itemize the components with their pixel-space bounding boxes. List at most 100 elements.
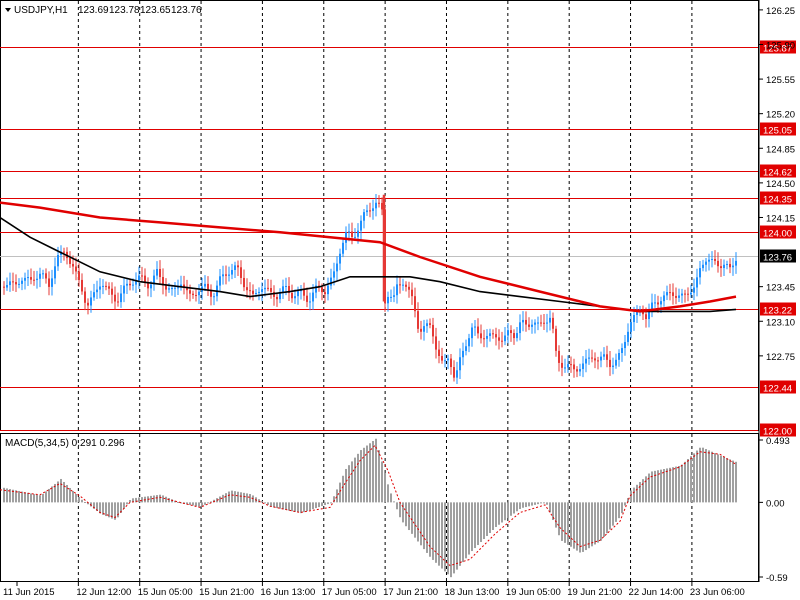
level-label: 124.35 xyxy=(763,195,792,206)
candle-body xyxy=(36,278,38,281)
macd-bar xyxy=(372,441,374,503)
candle-body xyxy=(261,289,263,292)
candle-body xyxy=(360,220,362,231)
level-label: 123.22 xyxy=(763,306,792,317)
x-tick-label: 22 Jun 14:00 xyxy=(629,587,684,598)
macd-bar xyxy=(609,502,611,530)
candle-body xyxy=(387,296,389,304)
macd-bar xyxy=(558,502,560,536)
macd-bar xyxy=(729,459,731,503)
macd-bar xyxy=(528,502,530,507)
candle-body xyxy=(279,292,281,300)
candle-body xyxy=(417,311,419,329)
candle-body xyxy=(579,369,581,372)
macd-bar xyxy=(627,497,629,503)
macd-bar xyxy=(57,481,59,503)
dropdown-arrow-icon[interactable] xyxy=(5,8,11,12)
candle-body xyxy=(21,280,23,284)
candle-body xyxy=(408,286,410,290)
macd-bar xyxy=(69,487,71,503)
macd-bar xyxy=(9,489,11,503)
macd-bar xyxy=(480,502,482,543)
macd-bar xyxy=(546,502,548,505)
macd-bar xyxy=(237,491,239,503)
macd-bar xyxy=(450,502,452,578)
macd-bar xyxy=(696,450,698,503)
macd-bar xyxy=(345,468,347,503)
candle-body xyxy=(207,283,209,291)
macd-bar xyxy=(498,502,500,525)
candle-body xyxy=(456,370,458,378)
macd-bar xyxy=(636,484,638,503)
macd-bar xyxy=(642,479,644,503)
candle-body xyxy=(138,275,140,281)
ma-slow-line xyxy=(0,201,737,313)
candle-body xyxy=(513,333,515,339)
candle-body xyxy=(30,277,32,280)
macd-bar xyxy=(66,484,68,503)
candle-body xyxy=(570,364,572,366)
candle-body xyxy=(567,364,569,368)
candle-body xyxy=(219,276,221,286)
macd-bar xyxy=(669,467,671,503)
x-tick-label: 15 Jun 05:00 xyxy=(138,587,193,598)
candle-body xyxy=(96,289,98,293)
macd-bar xyxy=(711,451,713,503)
candle-body xyxy=(561,362,563,368)
macd-y-tick-label: -0.59 xyxy=(766,573,788,584)
candle-body xyxy=(24,277,26,281)
candle-body xyxy=(222,274,224,277)
macd-bar xyxy=(189,502,191,505)
level-label-bg xyxy=(760,122,796,136)
candle-body xyxy=(522,319,524,323)
macd-bar xyxy=(321,502,323,507)
chart-header: USDJPY,H1 123.69 123.78 123.65 123.76 xyxy=(5,5,202,16)
candle-body xyxy=(735,260,737,266)
macd-bar xyxy=(645,476,647,503)
macd-bar xyxy=(186,502,188,505)
y-tick-label: 124.85 xyxy=(766,144,795,155)
macd-bar xyxy=(33,494,35,503)
macd-bar xyxy=(432,502,434,560)
candle-body xyxy=(657,302,659,305)
candle-body xyxy=(552,317,554,329)
candle-body xyxy=(210,290,212,297)
candle-body xyxy=(480,333,482,339)
macd-bar xyxy=(39,495,41,503)
candle-body xyxy=(687,293,689,295)
macd-bar xyxy=(603,502,605,537)
macd-bar xyxy=(54,483,56,503)
candle-body xyxy=(273,291,275,297)
macd-bar xyxy=(312,502,314,510)
candle-body xyxy=(474,326,476,328)
macd-bar xyxy=(3,487,5,503)
candle-body xyxy=(126,283,128,286)
candle-body xyxy=(516,333,518,339)
macd-bar xyxy=(36,494,38,503)
level-label-bg xyxy=(760,380,796,394)
macd-bar xyxy=(114,502,116,520)
candle-body xyxy=(9,281,11,286)
candle-body xyxy=(582,363,584,370)
macd-bar xyxy=(291,502,293,512)
macd-bar xyxy=(75,494,77,503)
macd-bar xyxy=(588,502,590,549)
macd-bar xyxy=(141,497,143,503)
candle-body xyxy=(555,328,557,351)
candle-body xyxy=(249,290,251,292)
candle-body xyxy=(264,287,266,290)
candle-body xyxy=(351,231,353,238)
candle-body xyxy=(111,288,113,295)
macd-bar xyxy=(678,465,680,503)
macd-bar xyxy=(306,502,308,512)
macd-bar xyxy=(459,502,461,566)
candle-body xyxy=(189,290,191,294)
macd-bar xyxy=(657,470,659,503)
y-tick-label: 125.55 xyxy=(766,75,795,86)
candle-body xyxy=(84,291,86,303)
macd-bar xyxy=(537,502,539,505)
candle-body xyxy=(75,266,77,272)
macd-bar xyxy=(267,502,269,505)
macd-bar xyxy=(489,502,491,533)
